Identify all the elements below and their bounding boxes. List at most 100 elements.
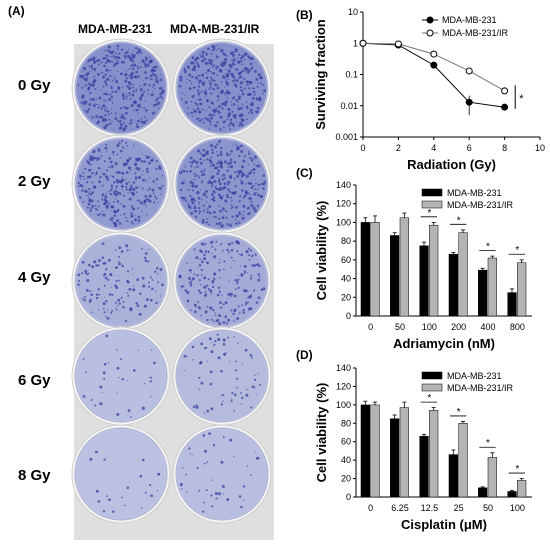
panel-c-label: (C) <box>296 166 313 180</box>
colony-dot <box>134 101 137 105</box>
colony-dot <box>77 83 80 86</box>
colony-dot <box>220 165 223 169</box>
colony-dot <box>208 128 211 130</box>
colony-dot <box>245 105 249 108</box>
bar <box>507 491 517 498</box>
colony-dot <box>254 70 257 73</box>
colony-dot <box>230 68 232 70</box>
colony-dot <box>104 296 106 298</box>
x-tick-label: 6.25 <box>391 503 409 513</box>
colony-dot <box>159 193 162 195</box>
colony-dot <box>116 153 118 156</box>
colony-dot <box>200 91 202 93</box>
colony-dot <box>224 315 228 319</box>
colony-dot <box>90 64 93 68</box>
colony-dot <box>143 160 146 163</box>
colony-dot <box>247 151 250 153</box>
colony-dot <box>147 93 149 95</box>
colony-dot <box>198 119 202 122</box>
colony-dot <box>109 318 111 320</box>
colony-dot <box>97 308 100 311</box>
colony-dot <box>114 117 118 121</box>
colony-dot <box>257 205 259 208</box>
colony-dot <box>247 247 250 250</box>
colony-dot <box>207 288 210 291</box>
colony-dot <box>189 156 193 160</box>
colony-dot <box>228 166 230 169</box>
colony-dot <box>143 304 147 308</box>
colony-dot <box>123 213 126 216</box>
colony-dot <box>86 194 88 197</box>
colony-dot <box>109 79 111 81</box>
colony-dot <box>151 188 155 192</box>
colony-dot <box>239 71 242 75</box>
column-header-ir: MDA-MB-231/IR <box>170 22 260 36</box>
colony-dot <box>124 180 126 182</box>
colony-dot <box>102 172 106 176</box>
colony-dot <box>193 303 197 307</box>
colony-dot <box>220 244 222 246</box>
colony-dot <box>109 218 112 221</box>
colony-dot <box>131 84 133 86</box>
colony-dot <box>102 53 104 55</box>
colony-dot <box>88 82 91 85</box>
colony-dot <box>239 212 241 214</box>
colony-dot <box>234 218 237 221</box>
colony-dot <box>250 104 253 107</box>
colony-dot <box>103 284 106 287</box>
colony-dot <box>126 270 130 273</box>
colony-dot <box>87 87 90 91</box>
colony-dot <box>118 262 121 266</box>
colony-dot <box>229 127 232 130</box>
colony-dot <box>221 294 223 296</box>
colony-dot <box>133 63 136 67</box>
colony-dot <box>233 160 237 164</box>
colony-dot <box>209 123 212 126</box>
colony-dot <box>118 279 121 282</box>
colony-dot <box>228 78 230 81</box>
colony-dot <box>185 87 187 89</box>
x-tick-label: 0 <box>368 503 373 513</box>
colony-dot <box>191 61 195 65</box>
colony-dot <box>253 62 256 64</box>
colony-dot <box>103 308 105 310</box>
colony-dot <box>110 85 113 88</box>
colony-dot <box>105 206 109 209</box>
colony-dot <box>198 98 202 101</box>
colony-dot <box>155 167 158 170</box>
colony-dot <box>144 154 147 157</box>
colony-dot <box>125 95 128 98</box>
colony-dot <box>201 221 205 224</box>
colony-dot <box>122 204 126 208</box>
colony-dot <box>217 179 221 183</box>
colony-dot <box>223 103 227 107</box>
colony-dot <box>121 171 125 175</box>
colony-dot <box>218 112 221 115</box>
colony-dot <box>110 55 112 58</box>
colony-dot <box>193 94 196 97</box>
colony-dot <box>82 71 84 73</box>
colony-dot <box>202 205 205 207</box>
colony-dot <box>211 78 214 82</box>
colony-dot <box>247 152 251 155</box>
colony-dot <box>106 57 108 60</box>
colony-dot <box>114 90 118 94</box>
colony-dot <box>115 171 119 174</box>
colony-dot <box>210 71 212 73</box>
colony-dot <box>101 198 103 201</box>
colony-dot <box>145 298 149 302</box>
colony-dot <box>134 172 137 175</box>
colony-dot <box>198 82 200 85</box>
colony-dot <box>81 175 84 178</box>
colony-dot <box>229 158 233 162</box>
colony-dot <box>198 110 202 114</box>
colony-dot <box>130 212 133 215</box>
colony-dot <box>203 90 207 94</box>
colony-dot <box>117 119 119 122</box>
colony-dot <box>186 203 189 206</box>
colony-dot <box>249 294 253 297</box>
colony-dot <box>206 210 210 214</box>
colony-dot <box>197 65 201 68</box>
colony-dot <box>200 242 204 246</box>
colony-dot <box>156 97 159 100</box>
